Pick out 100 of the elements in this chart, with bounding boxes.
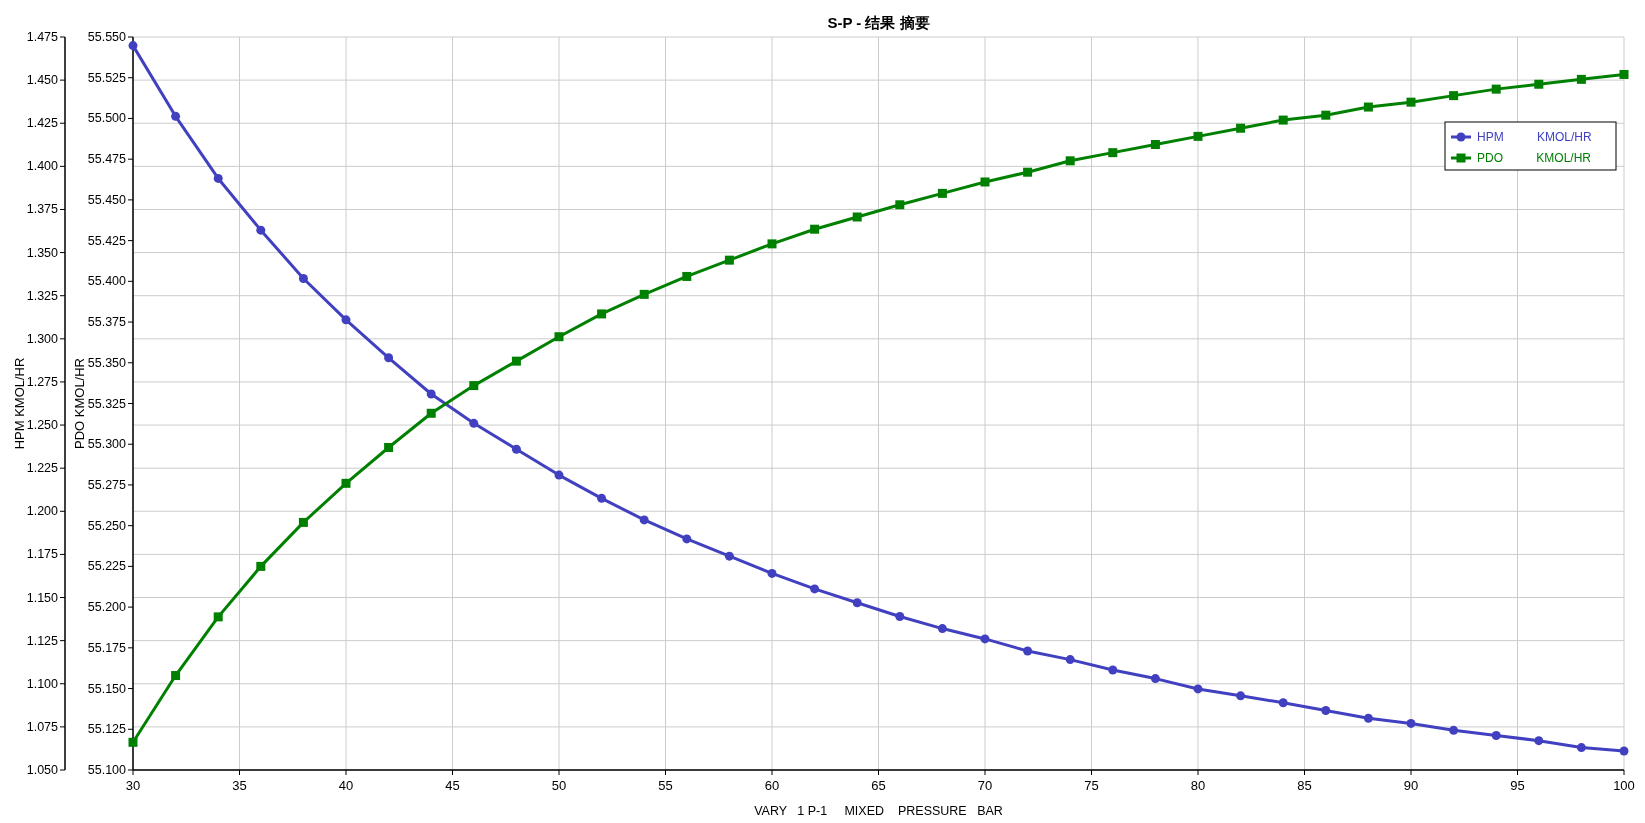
y2-tick-label: 55.100 [87, 763, 127, 777]
y2-tick-label: 55.200 [87, 600, 127, 615]
point [1150, 674, 1160, 684]
point [852, 598, 862, 608]
y-tick-label: 1.300 [26, 331, 59, 346]
point [1236, 691, 1246, 701]
point [1576, 74, 1586, 84]
point [767, 239, 777, 249]
point [1449, 91, 1459, 101]
x-tick-label: 40 [338, 778, 354, 793]
y-tick-label: 1.150 [26, 590, 59, 605]
y-tick-label: 1.275 [26, 374, 59, 389]
point [682, 534, 692, 544]
x-tick-label: 60 [764, 778, 780, 793]
point [639, 515, 649, 525]
y-tick-label: 1.225 [26, 461, 59, 476]
point [937, 188, 947, 198]
legend-label: HPM KMOL/HR [1477, 130, 1593, 144]
point [1108, 665, 1118, 675]
y2-tick-label: 55.475 [87, 152, 127, 167]
point [1491, 731, 1501, 741]
y-axis-title: HPM KMOL/HR [12, 357, 27, 450]
point [1491, 84, 1501, 94]
point [597, 493, 607, 503]
point [1278, 698, 1288, 708]
y2-tick-label: 55.425 [87, 233, 127, 248]
point [554, 470, 564, 480]
point [511, 356, 521, 366]
x-axis-title: VARY 1 P-1 MIXED PRESSURE BAR [754, 804, 1003, 818]
y-tick-label: 1.350 [26, 245, 59, 260]
point [724, 255, 734, 265]
y2-tick-label: 55.500 [87, 111, 127, 126]
x-tick-label: 80 [1190, 778, 1206, 793]
y-tick-label: 1.400 [26, 159, 59, 174]
y-tick-label: 1.375 [26, 202, 59, 217]
point [341, 315, 351, 325]
point [767, 568, 777, 578]
point [298, 517, 308, 527]
x-tick-label: 50 [551, 778, 567, 793]
point [1406, 718, 1416, 728]
x-tick-label: 65 [871, 778, 886, 793]
y2-tick-label: 55.550 [87, 30, 127, 44]
point [1449, 725, 1459, 735]
x-tick-label: 55 [658, 778, 673, 793]
point [1065, 655, 1075, 665]
y-tick-label: 1.050 [26, 763, 59, 777]
y2-tick-label: 55.450 [87, 192, 127, 207]
point [384, 442, 394, 452]
point [256, 561, 266, 571]
point [128, 737, 138, 747]
point [682, 271, 692, 281]
x-tick-label: 90 [1403, 778, 1419, 793]
y-tick-label: 1.125 [26, 633, 59, 648]
y-tick-label: 1.250 [26, 418, 59, 433]
y2-tick-label: 55.250 [87, 518, 127, 533]
point [1619, 69, 1629, 79]
point [1576, 743, 1586, 753]
point [1023, 167, 1033, 177]
point [1363, 713, 1373, 723]
point [1108, 148, 1118, 158]
point [341, 478, 351, 488]
point [1065, 156, 1075, 166]
point [895, 612, 905, 621]
x-tick-label: 45 [445, 778, 460, 793]
point [1193, 131, 1203, 141]
y2-tick-label: 55.300 [87, 437, 127, 452]
y2-tick-label: 55.275 [87, 477, 127, 492]
y-tick-label: 1.200 [26, 504, 59, 519]
y2-tick-label: 55.350 [87, 355, 127, 370]
y2-tick-label: 55.225 [87, 559, 127, 574]
chart-title: S-P - 结果 摘要 [827, 14, 930, 31]
point [1363, 102, 1373, 112]
point [1193, 684, 1203, 694]
point [1321, 110, 1331, 120]
point [1150, 140, 1160, 150]
point [256, 225, 266, 235]
point [171, 671, 181, 681]
y-tick-label: 1.450 [26, 73, 59, 88]
point [426, 408, 436, 418]
point [810, 584, 820, 594]
point [384, 353, 394, 363]
x-tick-label: 95 [1510, 778, 1525, 793]
y-tick-label: 1.475 [26, 30, 59, 44]
point [937, 624, 947, 634]
y2-tick-label: 55.325 [87, 396, 127, 411]
point [980, 634, 990, 644]
point [213, 173, 223, 183]
point [298, 273, 308, 283]
x-tick-label: 30 [125, 778, 141, 793]
point [1534, 736, 1544, 746]
point [469, 381, 479, 391]
x-tick-label: 85 [1297, 778, 1312, 793]
point [980, 177, 990, 187]
point [1023, 646, 1033, 656]
y2-tick-label: 55.125 [87, 722, 127, 737]
point [724, 551, 734, 561]
x-tick-label: 100 [1613, 778, 1635, 793]
point [511, 444, 521, 454]
x-tick-label: 70 [977, 778, 993, 793]
y2-tick-label: 55.525 [87, 70, 127, 85]
